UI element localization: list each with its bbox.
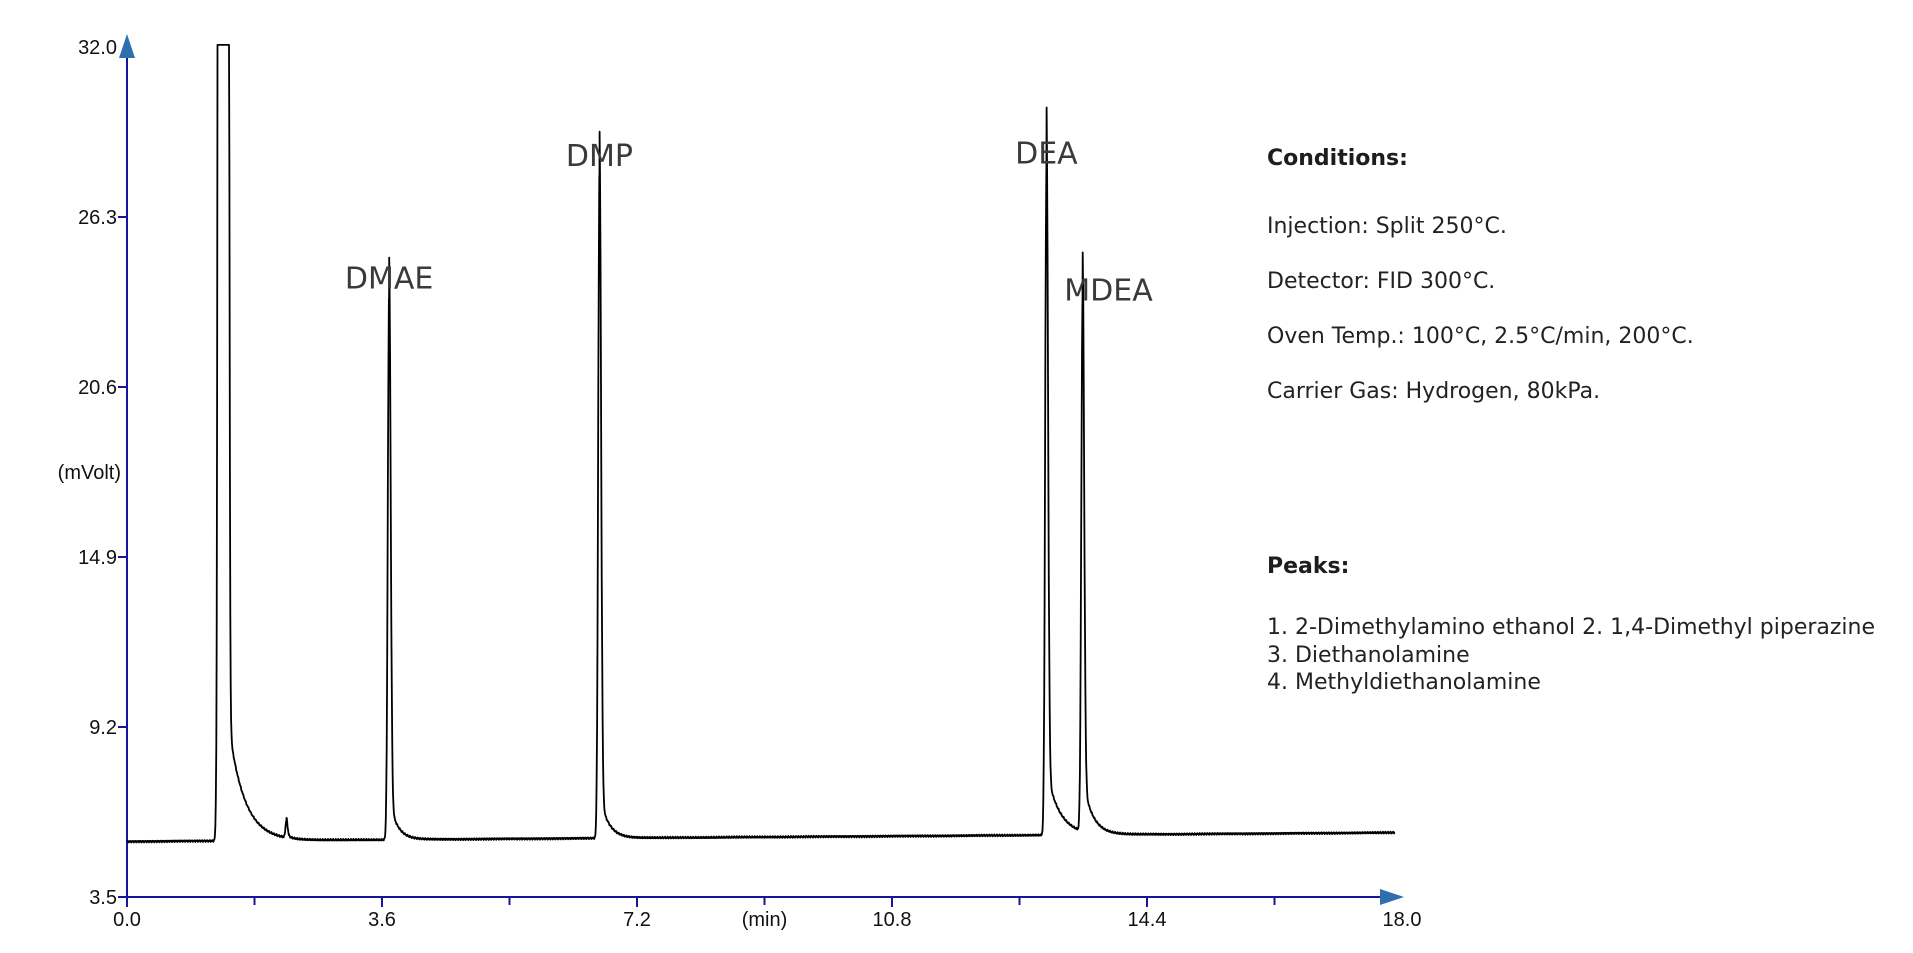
axes: 3.5 9.2 14.9 20.6 26.3 32.0 (mVolt) 0.0 3.6 7.2 10… [58,34,1422,931]
y-tick-label: 14.9 [78,547,117,569]
y-axis-unit-label: (mVolt) [58,462,121,484]
condition-detector: Detector: FID 300°C. [1267,269,1496,294]
y-tick-label: 32.0 [78,37,117,59]
conditions-heading: Conditions: [1267,146,1408,171]
peak-list-line-3: 4. Methyldiethanolamine [1267,670,1541,695]
peak-label-dmp: DMP [566,139,633,174]
x-tick-label: 18.0 [1383,909,1422,931]
condition-oven-temp: Oven Temp.: 100°C, 2.5°C/min, 200°C. [1267,324,1694,349]
x-tick-label: 3.6 [368,909,396,931]
peaks-heading: Peaks: [1267,554,1350,579]
y-axis-arrow-icon [119,34,135,58]
y-tick-label: 9.2 [89,717,117,739]
x-tick-label: 14.4 [1128,909,1167,931]
x-tick-label: 10.8 [873,909,912,931]
y-tick-label: 20.6 [78,377,117,399]
peak-label-mdea: MDEA [1064,273,1153,308]
peak-label-dmae: DMAE [345,262,433,297]
x-axis-arrow-icon [1380,889,1404,905]
chromatogram-trace-path [126,44,1396,844]
chromatogram-figure: 3.5 9.2 14.9 20.6 26.3 32.0 (mVolt) 0.0 3.6 7.2 10… [58,34,1422,931]
y-tick-label: 26.3 [78,207,117,229]
y-tick-label: 3.5 [89,887,117,909]
peak-labels: DMAE DMP DEA MDEA [345,136,1153,308]
condition-carrier-gas: Carrier Gas: Hydrogen, 80kPa. [1267,379,1601,404]
x-axis-unit-label: (min) [742,909,788,931]
condition-injection: Injection: Split 250°C. [1267,214,1507,239]
peak-label-dea: DEA [1015,136,1078,171]
method-notes-panel: Conditions: Injection: Split 250°C. Dete… [1267,146,1913,697]
x-tick-label: 7.2 [623,909,651,931]
peak-list-line-1: 1. 2-Dimethylamino ethanol 2. 1,4-Dimeth… [1267,615,1876,640]
x-tick-label: 0.0 [113,909,141,931]
peak-list-line-2: 3. Diethanolamine [1267,642,1470,668]
signal-trace [126,44,1396,844]
